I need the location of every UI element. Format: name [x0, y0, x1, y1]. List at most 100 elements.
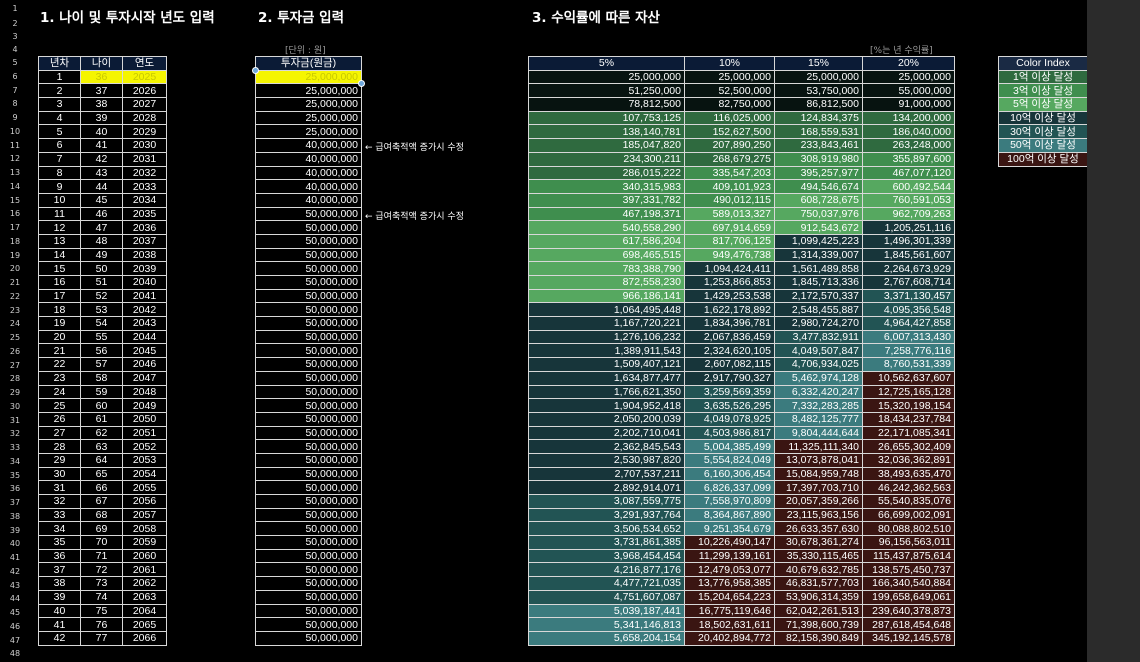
asset-cell-rate-15[interactable]: 62,042,261,513 — [774, 603, 863, 619]
year-index-cell[interactable]: 13 — [38, 233, 81, 249]
asset-cell-rate-15[interactable]: 1,845,713,336 — [774, 275, 863, 290]
principal-cell[interactable]: 50,000,000 — [255, 206, 362, 222]
asset-cell-rate-20[interactable]: 1,205,251,116 — [862, 220, 955, 235]
asset-cell-rate-10[interactable]: 82,750,000 — [684, 97, 775, 112]
asset-cell-rate-10[interactable]: 4,503,986,817 — [684, 425, 775, 441]
asset-cell-rate-20[interactable]: 25,000,000 — [862, 69, 955, 85]
row-number[interactable]: 31 — [9, 415, 21, 425]
year-index-cell[interactable]: 10 — [38, 192, 81, 208]
age-cell[interactable]: 41 — [80, 138, 123, 153]
year-index-cell[interactable]: 9 — [38, 179, 81, 194]
asset-cell-rate-5[interactable]: 1,276,106,232 — [528, 329, 685, 345]
header-rate-5[interactable]: 5% — [528, 56, 685, 71]
year-index-cell[interactable]: 4 — [38, 110, 81, 126]
age-cell[interactable]: 67 — [80, 494, 123, 509]
year-cell[interactable]: 2042 — [122, 302, 167, 318]
year-index-cell[interactable]: 25 — [38, 398, 81, 413]
asset-cell-rate-10[interactable]: 2,917,790,327 — [684, 370, 775, 386]
asset-cell-rate-15[interactable]: 82,158,390,849 — [774, 630, 863, 646]
asset-cell-rate-10[interactable]: 697,914,659 — [684, 220, 775, 235]
principal-cell[interactable]: 40,000,000 — [255, 192, 362, 208]
row-number[interactable]: 30 — [9, 401, 21, 411]
asset-cell-rate-20[interactable]: 66,699,002,091 — [862, 507, 955, 523]
principal-cell[interactable]: 50,000,000 — [255, 480, 362, 495]
asset-cell-rate-20[interactable]: 962,709,263 — [862, 206, 955, 222]
year-index-cell[interactable]: 11 — [38, 206, 81, 222]
asset-cell-rate-5[interactable]: 2,707,537,211 — [528, 466, 685, 482]
age-cell[interactable]: 55 — [80, 329, 123, 345]
age-cell[interactable]: 68 — [80, 507, 123, 523]
year-cell[interactable]: 2031 — [122, 151, 167, 167]
asset-cell-rate-5[interactable]: 1,766,621,350 — [528, 384, 685, 400]
asset-cell-rate-5[interactable]: 5,658,204,154 — [528, 630, 685, 646]
age-cell[interactable]: 44 — [80, 179, 123, 194]
asset-cell-rate-20[interactable]: 26,655,302,409 — [862, 439, 955, 454]
year-index-cell[interactable]: 7 — [38, 151, 81, 167]
principal-cell[interactable]: 50,000,000 — [255, 220, 362, 235]
row-number[interactable]: 18 — [9, 236, 21, 246]
asset-cell-rate-10[interactable]: 13,776,958,385 — [684, 576, 775, 591]
age-cell[interactable]: 51 — [80, 275, 123, 290]
year-index-cell[interactable]: 27 — [38, 425, 81, 441]
asset-cell-rate-5[interactable]: 78,812,500 — [528, 97, 685, 112]
year-index-cell[interactable]: 23 — [38, 370, 81, 386]
age-cell[interactable]: 63 — [80, 439, 123, 454]
age-cell[interactable]: 46 — [80, 206, 123, 222]
legend-item[interactable]: 50억 이상 달성 — [998, 138, 1087, 153]
asset-cell-rate-15[interactable]: 750,037,976 — [774, 206, 863, 222]
legend-item[interactable]: 30억 이상 달성 — [998, 124, 1087, 140]
row-number[interactable]: 47 — [9, 635, 21, 645]
asset-cell-rate-15[interactable]: 9,804,444,644 — [774, 425, 863, 441]
header-age[interactable]: 나이 — [80, 56, 123, 71]
asset-cell-rate-5[interactable]: 107,753,125 — [528, 110, 685, 126]
asset-cell-rate-15[interactable]: 26,633,357,630 — [774, 521, 863, 537]
asset-cell-rate-20[interactable]: 355,897,600 — [862, 151, 955, 167]
asset-cell-rate-20[interactable]: 46,242,362,563 — [862, 480, 955, 495]
row-number[interactable]: 28 — [9, 374, 21, 384]
row-number[interactable]: 17 — [9, 223, 21, 232]
year-index-cell[interactable]: 12 — [38, 220, 81, 235]
asset-cell-rate-10[interactable]: 20,402,894,772 — [684, 630, 775, 646]
row-number[interactable]: 16 — [9, 209, 21, 219]
asset-cell-rate-15[interactable]: 23,115,963,156 — [774, 507, 863, 523]
spreadsheet-grid[interactable]: 1 2 3 4 5 6 7 8 9 10 11 12 13 14 15 16 17 18 19 20 21 22 23 24 2… — [0, 0, 1087, 662]
asset-cell-rate-10[interactable]: 5,554,824,049 — [684, 452, 775, 468]
asset-cell-rate-20[interactable]: 134,200,000 — [862, 110, 955, 126]
header-principal[interactable]: 투자금(원금) — [255, 56, 362, 71]
asset-cell-rate-10[interactable]: 949,476,738 — [684, 247, 775, 263]
asset-cell-rate-15[interactable]: 168,559,531 — [774, 124, 863, 140]
asset-cell-rate-5[interactable]: 286,015,222 — [528, 165, 685, 181]
principal-cell[interactable]: 50,000,000 — [255, 357, 362, 372]
asset-cell-rate-10[interactable]: 6,826,337,099 — [684, 480, 775, 495]
year-index-cell[interactable]: 6 — [38, 138, 81, 153]
asset-cell-rate-20[interactable]: 115,437,875,614 — [862, 548, 955, 564]
year-cell[interactable]: 2045 — [122, 343, 167, 359]
asset-cell-rate-20[interactable]: 91,000,000 — [862, 97, 955, 112]
row-number[interactable]: 20 — [9, 264, 21, 274]
row-number[interactable]: 44 — [9, 594, 21, 604]
asset-cell-rate-5[interactable]: 617,586,204 — [528, 233, 685, 249]
principal-cell[interactable]: 50,000,000 — [255, 548, 362, 564]
asset-cell-rate-10[interactable]: 3,635,526,295 — [684, 398, 775, 413]
year-cell[interactable]: 2047 — [122, 370, 167, 386]
row-number[interactable]: 40 — [9, 539, 21, 549]
row-number[interactable]: 14 — [9, 181, 21, 191]
row-number[interactable]: 39 — [9, 525, 21, 535]
asset-cell-rate-5[interactable]: 2,202,710,041 — [528, 425, 685, 441]
year-index-cell[interactable]: 2 — [38, 83, 81, 99]
asset-cell-rate-10[interactable]: 15,204,654,223 — [684, 589, 775, 605]
age-cell[interactable]: 58 — [80, 370, 123, 386]
row-number[interactable]: 33 — [9, 443, 21, 452]
asset-cell-rate-20[interactable]: 345,192,145,578 — [862, 630, 955, 646]
row-number[interactable]: 19 — [9, 250, 21, 260]
year-cell[interactable]: 2041 — [122, 288, 167, 304]
asset-cell-rate-5[interactable]: 185,047,820 — [528, 138, 685, 153]
asset-cell-rate-20[interactable]: 4,095,356,548 — [862, 302, 955, 318]
age-cell[interactable]: 59 — [80, 384, 123, 400]
asset-cell-rate-10[interactable]: 1,094,424,411 — [684, 261, 775, 276]
principal-cell[interactable]: 50,000,000 — [255, 384, 362, 400]
principal-cell[interactable]: 50,000,000 — [255, 425, 362, 441]
asset-cell-rate-5[interactable]: 5,039,187,441 — [528, 603, 685, 619]
asset-cell-rate-10[interactable]: 1,834,396,781 — [684, 316, 775, 331]
asset-cell-rate-20[interactable]: 199,658,649,061 — [862, 589, 955, 605]
